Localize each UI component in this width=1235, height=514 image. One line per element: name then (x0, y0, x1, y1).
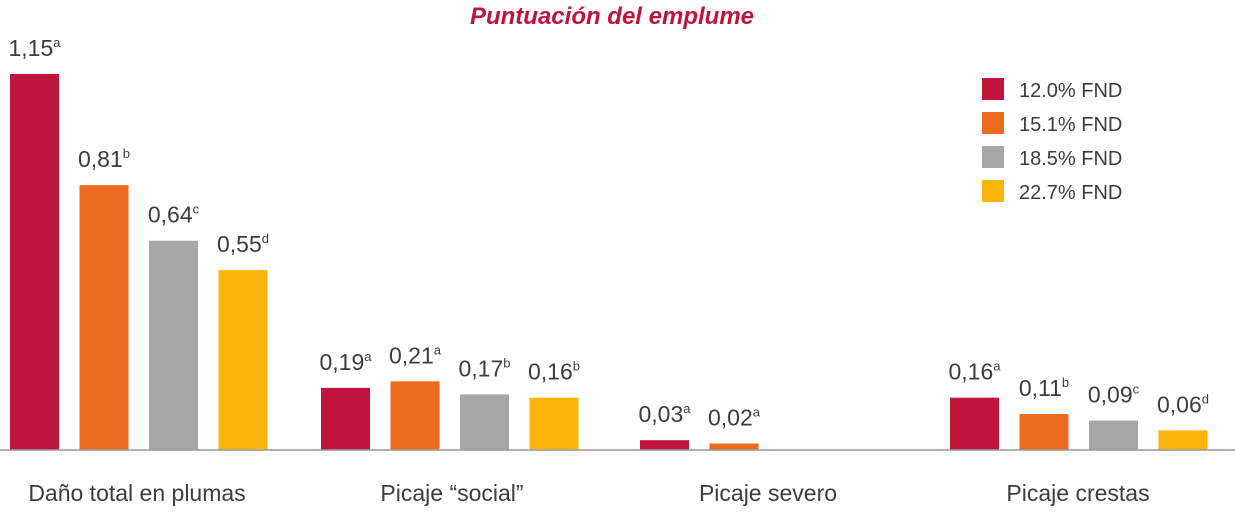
value-label-2-4: 0,16b (528, 359, 580, 385)
bar-4-1 (950, 397, 999, 450)
bars-layer (10, 73, 1208, 450)
legend: 12.0% FND 15.1% FND 18.5% FND 22.7% FND (982, 78, 1122, 204)
category-label-4: Picaje crestas (1006, 480, 1149, 506)
value-label-2-1: 0,19a (320, 349, 373, 375)
category-label-2: Picaje “social” (380, 480, 523, 506)
bar-2-2 (390, 381, 440, 450)
value-label-2-2: 0,21a (389, 342, 442, 368)
legend-label-4: 22.7% FND (1019, 182, 1122, 204)
value-label-1-3: 0,64c (148, 202, 200, 228)
value-label-4-3: 0,09c (1088, 382, 1140, 408)
bar-4-2 (1019, 414, 1069, 450)
chart-title: Puntuación del emplume (470, 3, 754, 30)
bar-4-3 (1089, 420, 1138, 450)
legend-swatch-4 (982, 180, 1004, 202)
legend-label-2: 15.1% FND (1019, 114, 1122, 136)
bar-1-2 (79, 185, 129, 450)
bar-4-4 (1158, 430, 1208, 450)
bar-2-1 (321, 387, 370, 450)
value-label-3-2: 0,02a (708, 404, 761, 430)
legend-label-3: 18.5% FND (1019, 148, 1122, 170)
value-label-4-2: 0,11b (1019, 375, 1069, 401)
value-label-3-1: 0,03a (639, 401, 692, 427)
value-label-2-3: 0,17b (459, 355, 511, 381)
value-label-4-4: 0,06d (1157, 391, 1209, 417)
value-label-1-4: 0,55d (217, 231, 269, 257)
value-label-4-1: 0,16a (949, 359, 1002, 385)
category-label-1: Daño total en plumas (28, 480, 245, 506)
legend-swatch-3 (982, 146, 1004, 168)
bar-3-2 (709, 443, 759, 450)
bar-2-4 (529, 397, 579, 450)
bar-1-3 (149, 240, 198, 450)
value-label-1-1: 1,15a (9, 35, 62, 61)
bar-3-1 (640, 440, 689, 450)
bar-2-3 (460, 394, 509, 450)
bar-1-4 (218, 270, 268, 450)
legend-label-1: 12.0% FND (1019, 80, 1122, 102)
legend-swatch-1 (982, 78, 1004, 100)
bar-1-1 (10, 73, 59, 450)
legend-swatch-2 (982, 112, 1004, 134)
category-labels-layer: Daño total en plumas Picaje “social” Picaj… (28, 480, 1149, 506)
value-label-1-2: 0,81b (78, 146, 130, 172)
value-labels-layer: 1,15a 0,81b 0,64c 0,55d 0,19a 0,21a 0,17b 0,16b… (9, 35, 1210, 431)
category-label-3: Picaje severo (699, 480, 837, 506)
